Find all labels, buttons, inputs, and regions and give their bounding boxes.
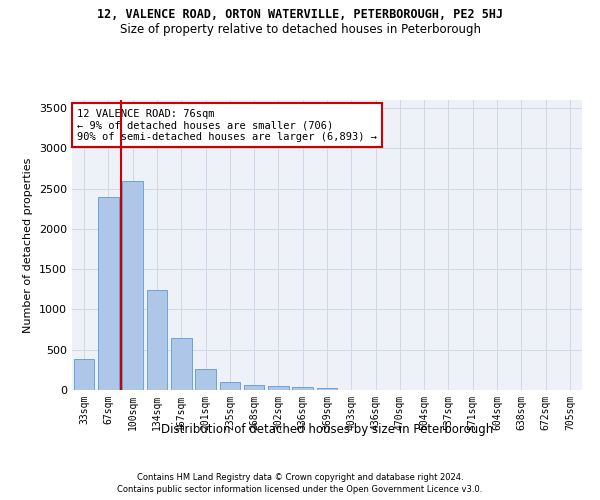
Bar xyxy=(122,182,143,390)
Bar xyxy=(268,386,289,390)
Bar xyxy=(195,370,216,390)
Text: 12, VALENCE ROAD, ORTON WATERVILLE, PETERBOROUGH, PE2 5HJ: 12, VALENCE ROAD, ORTON WATERVILLE, PETE… xyxy=(97,8,503,20)
Bar xyxy=(292,387,313,390)
Y-axis label: Number of detached properties: Number of detached properties xyxy=(23,158,34,332)
Text: Size of property relative to detached houses in Peterborough: Size of property relative to detached ho… xyxy=(119,22,481,36)
Bar xyxy=(244,385,265,390)
Bar xyxy=(146,290,167,390)
Bar xyxy=(171,338,191,390)
Bar xyxy=(74,358,94,390)
Bar xyxy=(317,388,337,390)
Text: Distribution of detached houses by size in Peterborough: Distribution of detached houses by size … xyxy=(161,422,493,436)
Text: 12 VALENCE ROAD: 76sqm
← 9% of detached houses are smaller (706)
90% of semi-det: 12 VALENCE ROAD: 76sqm ← 9% of detached … xyxy=(77,108,377,142)
Text: Contains HM Land Registry data © Crown copyright and database right 2024.: Contains HM Land Registry data © Crown c… xyxy=(137,472,463,482)
Bar xyxy=(98,198,119,390)
Text: Contains public sector information licensed under the Open Government Licence v3: Contains public sector information licen… xyxy=(118,485,482,494)
Bar xyxy=(220,382,240,390)
